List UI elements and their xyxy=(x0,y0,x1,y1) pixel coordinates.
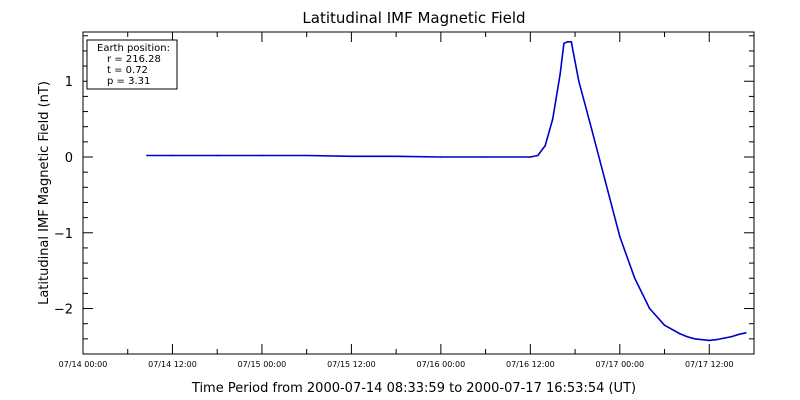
data-point xyxy=(566,41,569,43)
data-point xyxy=(551,118,554,120)
data-point xyxy=(536,154,539,157)
x-axis-ticks: 07/14 00:00 07/14 12:00 07/15 00:00 07/15 1… xyxy=(59,32,734,369)
data-point xyxy=(686,335,688,338)
data-point xyxy=(619,235,621,238)
data-point xyxy=(715,338,718,341)
data-point xyxy=(738,333,740,336)
data-point xyxy=(171,154,174,157)
data-point xyxy=(529,156,532,158)
x-tick-label: 07/17 12:00 xyxy=(685,360,734,369)
data-point xyxy=(440,156,442,158)
y-tick-label: 1 xyxy=(65,75,73,90)
data-point xyxy=(723,337,725,339)
data-point xyxy=(350,155,353,158)
data-point xyxy=(633,277,636,280)
x-tick-label: 07/16 12:00 xyxy=(506,360,555,369)
y-tick-label: 0 xyxy=(65,151,73,166)
data-point xyxy=(663,324,666,327)
x-tick-label: 07/15 12:00 xyxy=(327,360,376,369)
data-point xyxy=(589,122,591,124)
data-point xyxy=(559,72,561,75)
data-point xyxy=(744,331,747,334)
x-tick-label: 07/14 12:00 xyxy=(148,360,197,369)
legend-frame xyxy=(86,39,178,90)
legend-title: Earth position: xyxy=(97,43,170,54)
y-tick-label: −2 xyxy=(54,303,73,318)
x-tick-label: 07/14 00:00 xyxy=(59,360,108,369)
data-point xyxy=(604,178,606,181)
data-point xyxy=(563,42,565,45)
plot-frame xyxy=(82,31,755,355)
data-point xyxy=(693,338,696,340)
legend-t: t = 0.72 xyxy=(107,65,148,76)
data-point xyxy=(261,154,263,157)
data-point xyxy=(544,144,547,147)
data-point xyxy=(577,80,580,83)
data-point xyxy=(146,154,148,157)
chart-title: Latitudinal IMF Magnetic Field xyxy=(302,9,525,27)
x-axis-label: Time Period from 2000-07-14 08:33:59 to … xyxy=(191,381,636,396)
data-point xyxy=(305,154,308,157)
data-point xyxy=(570,41,573,43)
data-point xyxy=(730,335,733,338)
y-axis-ticks: 1 0 −1 −2 xyxy=(54,35,754,355)
data-point xyxy=(216,154,218,157)
legend-r: r = 216.28 xyxy=(107,54,161,65)
x-tick-label: 07/16 00:00 xyxy=(417,360,466,369)
y-axis-label: Latitudinal IMF Magnetic Field (nT) xyxy=(37,81,52,305)
data-point xyxy=(395,155,397,158)
legend-box: Earth position: r = 216.28 t = 0.72 p = … xyxy=(86,39,178,90)
x-tick-label: 07/17 00:00 xyxy=(595,360,644,369)
x-tick-label: 07/15 00:00 xyxy=(238,360,287,369)
y-tick-label: −1 xyxy=(54,227,73,242)
data-point xyxy=(484,156,487,158)
series-layer xyxy=(146,40,747,342)
series-line xyxy=(146,40,746,342)
legend-p: p = 3.31 xyxy=(107,76,150,87)
data-point xyxy=(708,339,711,342)
data-point xyxy=(648,307,651,310)
data-point xyxy=(678,332,681,335)
